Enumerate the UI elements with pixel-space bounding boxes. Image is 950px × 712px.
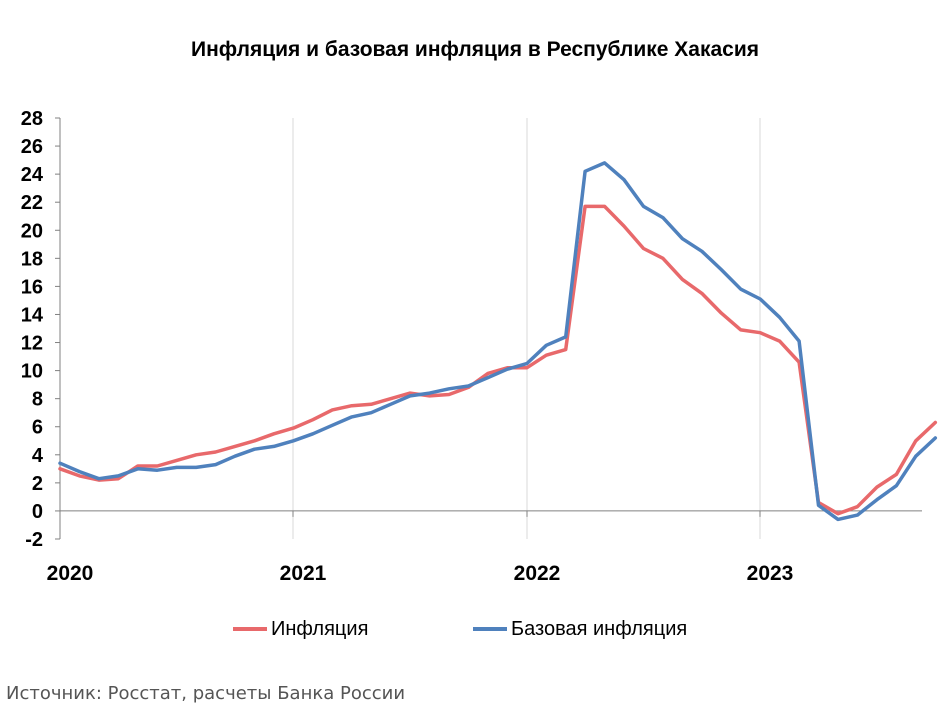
series-layer [58,161,938,522]
legend-swatch-inflation [233,627,267,631]
y-tick-label: 8 [32,389,43,411]
x-tick-label: 2021 [280,562,327,585]
y-tick-label: -2 [25,529,43,551]
legend-swatch-core-inflation [473,627,507,631]
series-line-core-inflation [58,161,938,522]
series-line-inflation [58,204,938,516]
y-tick-label: 2 [32,473,43,495]
x-tick-label: 2020 [47,562,94,585]
y-tick-label: 18 [21,248,43,270]
grid-layer [292,118,761,539]
y-tick-label: 6 [32,417,43,439]
y-tick-label: 10 [21,361,43,383]
chart-title: Инфляция и базовая инфляция в Республике… [191,38,759,61]
legend-item-core-inflation: Базовая инфляция [473,614,687,644]
legend: Инфляция Базовая инфляция [0,614,950,644]
y-tick-label: 24 [21,164,44,186]
y-tick-label: 16 [21,276,43,298]
y-tick-label: 4 [32,445,44,467]
y-tick-label: 22 [21,192,43,214]
y-tick-label: 14 [21,304,44,326]
source-note: Источник: Росстат, расчеты Банка России [6,683,406,704]
legend-item-inflation: Инфляция [233,614,368,644]
x-tick-label: 2023 [747,562,794,585]
y-tick-label: 20 [21,220,43,242]
y-tick-label: 12 [21,333,43,355]
y-tick-label: 0 [32,501,43,523]
legend-label-inflation: Инфляция [271,617,369,640]
y-tick-label: 28 [21,108,43,130]
axis-layer [55,117,922,540]
y-tick-label: 26 [21,136,43,158]
x-tick-label: 2022 [514,562,561,585]
legend-label-core-inflation: Базовая инфляция [511,617,688,640]
